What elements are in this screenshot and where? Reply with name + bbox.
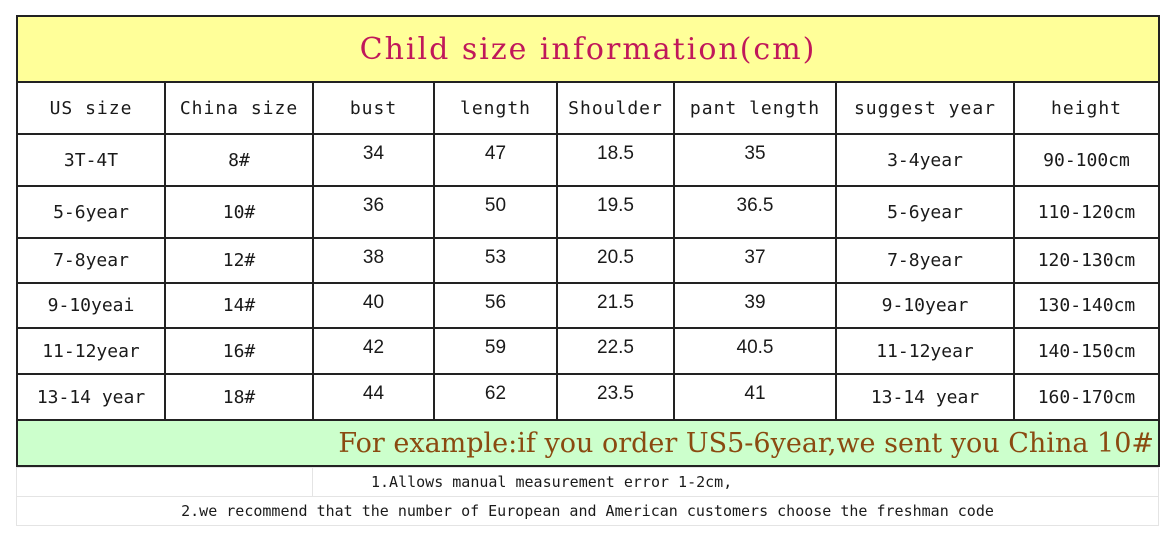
table-row: 13-14 year 18# 44 62 23.5 41 13-14 year …	[16, 373, 1160, 421]
cell-bust: 36	[312, 185, 435, 239]
notes-blank-cell	[16, 467, 313, 497]
cell-pant-length: 40.5	[673, 327, 837, 375]
header-us-size: US size	[16, 81, 166, 135]
cell-bust: 44	[312, 373, 435, 421]
table-row: 5-6year 10# 36 50 19.5 36.5 5-6year 110-…	[16, 185, 1160, 239]
cell-bust: 42	[312, 327, 435, 375]
header-bust: bust	[312, 81, 435, 135]
table-row: 7-8year 12# 38 53 20.5 37 7-8year 120-13…	[16, 237, 1160, 284]
cell-pant-length: 36.5	[673, 185, 837, 239]
table-row: 11-12year 16# 42 59 22.5 40.5 11-12year …	[16, 327, 1160, 375]
cell-height: 110-120cm	[1013, 185, 1160, 239]
cell-suggest-year: 9-10year	[835, 282, 1015, 329]
table-row: 9-10yeai 14# 40 56 21.5 39 9-10year 130-…	[16, 282, 1160, 329]
cell-china-size: 14#	[164, 282, 314, 329]
cell-suggest-year: 13-14 year	[835, 373, 1015, 421]
cell-length: 59	[433, 327, 558, 375]
header-shoulder: Shoulder	[556, 81, 675, 135]
note-measurement-error: 1.Allows manual measurement error 1-2cm,	[312, 467, 1159, 497]
cell-suggest-year: 5-6year	[835, 185, 1015, 239]
header-china-size: China size	[164, 81, 314, 135]
cell-height: 90-100cm	[1013, 133, 1160, 187]
cell-us-size: 11-12year	[16, 327, 166, 375]
cell-china-size: 8#	[164, 133, 314, 187]
cell-us-size: 7-8year	[16, 237, 166, 284]
cell-height: 120-130cm	[1013, 237, 1160, 284]
cell-length: 47	[433, 133, 558, 187]
cell-height: 160-170cm	[1013, 373, 1160, 421]
cell-china-size: 18#	[164, 373, 314, 421]
cell-shoulder: 18.5	[556, 133, 675, 187]
cell-height: 130-140cm	[1013, 282, 1160, 329]
note-size-recommendation: 2.we recommend that the number of Europe…	[16, 496, 1159, 526]
cell-china-size: 16#	[164, 327, 314, 375]
header-length: length	[433, 81, 558, 135]
cell-bust: 34	[312, 133, 435, 187]
cell-china-size: 10#	[164, 185, 314, 239]
header-row: US size China size bust length Shoulder …	[16, 81, 1160, 135]
cell-length: 53	[433, 237, 558, 284]
cell-bust: 40	[312, 282, 435, 329]
cell-pant-length: 37	[673, 237, 837, 284]
header-height: height	[1013, 81, 1160, 135]
example-note: For example:if you order US5-6year,we se…	[16, 419, 1160, 467]
table-row: 3T-4T 8# 34 47 18.5 35 3-4year 90-100cm	[16, 133, 1160, 187]
cell-shoulder: 22.5	[556, 327, 675, 375]
cell-height: 140-150cm	[1013, 327, 1160, 375]
cell-length: 62	[433, 373, 558, 421]
cell-shoulder: 21.5	[556, 282, 675, 329]
cell-us-size: 3T-4T	[16, 133, 166, 187]
notes-table: 1.Allows manual measurement error 1-2cm,…	[16, 467, 1159, 526]
cell-suggest-year: 11-12year	[835, 327, 1015, 375]
cell-suggest-year: 7-8year	[835, 237, 1015, 284]
size-table: Child size information(cm) US size China…	[16, 15, 1160, 467]
cell-pant-length: 39	[673, 282, 837, 329]
cell-pant-length: 35	[673, 133, 837, 187]
cell-shoulder: 23.5	[556, 373, 675, 421]
cell-us-size: 13-14 year	[16, 373, 166, 421]
cell-length: 56	[433, 282, 558, 329]
cell-length: 50	[433, 185, 558, 239]
cell-shoulder: 19.5	[556, 185, 675, 239]
cell-suggest-year: 3-4year	[835, 133, 1015, 187]
cell-shoulder: 20.5	[556, 237, 675, 284]
cell-bust: 38	[312, 237, 435, 284]
cell-pant-length: 41	[673, 373, 837, 421]
cell-us-size: 9-10yeai	[16, 282, 166, 329]
header-suggest-year: suggest year	[835, 81, 1015, 135]
cell-china-size: 12#	[164, 237, 314, 284]
table-title: Child size information(cm)	[16, 15, 1160, 83]
size-chart: Child size information(cm) US size China…	[16, 15, 1160, 526]
header-pant-length: pant length	[673, 81, 837, 135]
cell-us-size: 5-6year	[16, 185, 166, 239]
